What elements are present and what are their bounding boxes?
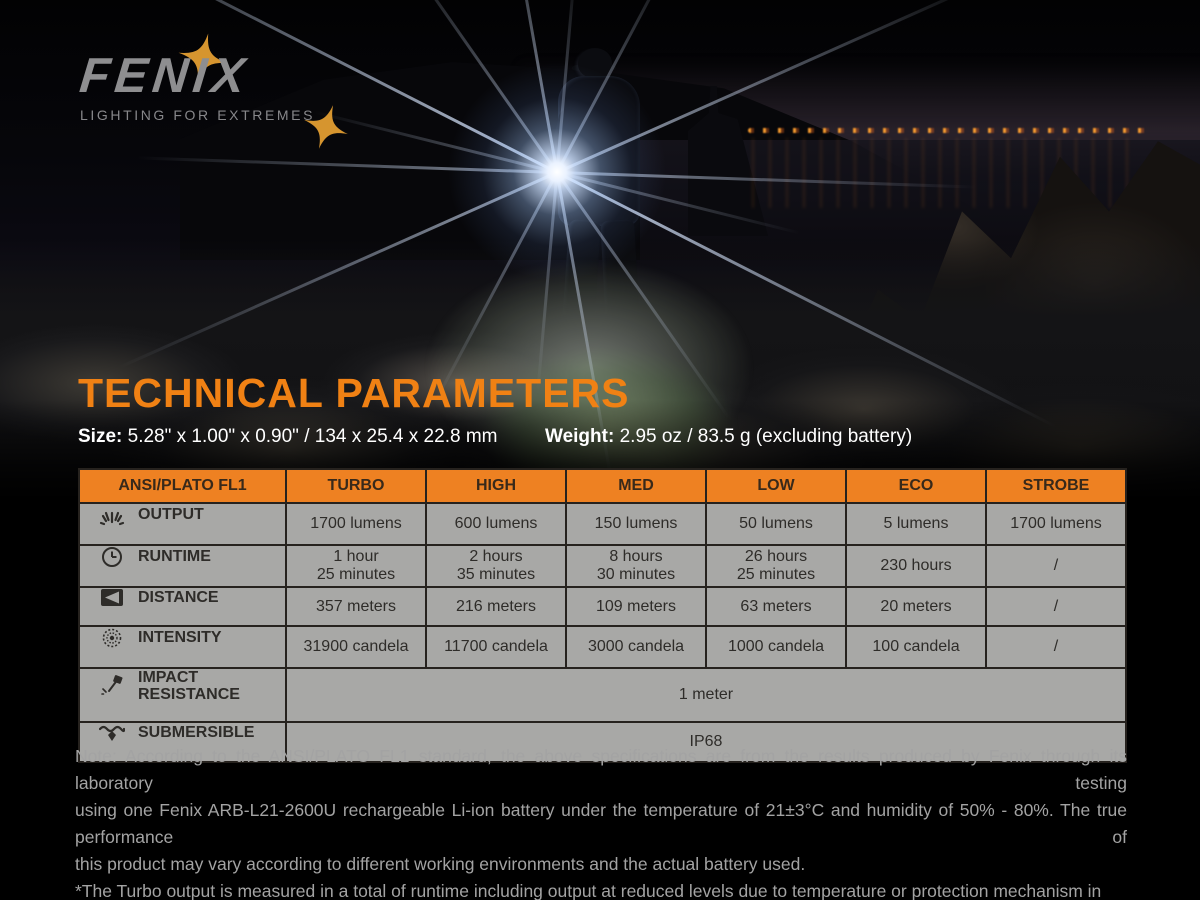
intensity-low: 1000 candela [705, 625, 847, 669]
weight-value: 2.95 oz / 83.5 g (excluding battery) [619, 426, 913, 447]
weight-label: Weight: [545, 426, 615, 447]
beam-distance-icon [98, 588, 126, 607]
distance-strobe: / [985, 586, 1127, 627]
table-row-output: OUTPUT 1700 lumens 600 lumens 150 lumens… [78, 502, 1127, 546]
header-strobe: STROBE [985, 468, 1127, 504]
runtime-eco: 230 hours [845, 544, 987, 588]
table-row-intensity: INTENSITY 31900 candela 11700 candela 30… [78, 625, 1127, 669]
output-turbo: 1700 lumens [285, 502, 427, 546]
footnote-line: Note: According to the ANSI/PLATO FL1 st… [75, 746, 1127, 793]
spec-table: ANSI/PLATO FL1 TURBO HIGH MED LOW ECO ST… [78, 468, 1127, 763]
fenix-logo: FENIX LIGHTING FOR EXTREMES [77, 49, 316, 123]
output-high: 600 lumens [425, 502, 567, 546]
footnote-line: *The Turbo output is measured in a total… [75, 881, 1102, 900]
runtime-turbo: 1 hour 25 minutes [285, 544, 427, 588]
runtime-low: 26 hours 25 minutes [705, 544, 847, 588]
row-label: IMPACT RESISTANCE [138, 669, 240, 703]
table-header-row: ANSI/PLATO FL1 TURBO HIGH MED LOW ECO ST… [78, 468, 1127, 504]
city-lights [748, 128, 1148, 133]
output-low: 50 lumens [705, 502, 847, 546]
weight-spec: Weight: 2.95 oz / 83.5 g (excluding batt… [545, 426, 912, 448]
header-med: MED [565, 468, 707, 504]
runtime-med: 8 hours 30 minutes [565, 544, 707, 588]
row-label: RUNTIME [138, 548, 211, 565]
distance-med: 109 meters [565, 586, 707, 627]
output-med: 150 lumens [565, 502, 707, 546]
intensity-turbo: 31900 candela [285, 625, 427, 669]
clock-icon [98, 546, 126, 568]
hero-photo [0, 0, 1200, 500]
footnote-line: using one Fenix ARB-L21-2600U rechargeab… [75, 800, 1127, 847]
footnote: Note: According to the ANSI/PLATO FL1 st… [75, 743, 1127, 900]
header-eco: ECO [845, 468, 987, 504]
row-label: DISTANCE [138, 588, 219, 606]
header-high: HIGH [425, 468, 567, 504]
distance-turbo: 357 meters [285, 586, 427, 627]
light-output-icon [98, 504, 126, 526]
output-strobe: 1700 lumens [985, 502, 1127, 546]
sparkle-icon [303, 104, 349, 150]
distance-eco: 20 meters [845, 586, 987, 627]
size-value: 5.28" x 1.00" x 0.90" / 134 x 25.4 x 22.… [127, 426, 498, 447]
row-label: OUTPUT [138, 506, 204, 523]
intensity-target-icon [98, 627, 126, 649]
output-eco: 5 lumens [845, 502, 987, 546]
table-row-submersible: SUBMERSIBLE IP68 [78, 721, 1127, 763]
header-ansi-plato: ANSI/PLATO FL1 [78, 468, 287, 504]
row-label: SUBMERSIBLE [138, 724, 255, 741]
distance-high: 216 meters [425, 586, 567, 627]
submersible-value: IP68 [285, 721, 1127, 763]
table-row-runtime: RUNTIME 1 hour 25 minutes 2 hours 35 min… [78, 544, 1127, 588]
footnote-line: this product may vary according to diffe… [75, 854, 806, 874]
size-spec: Size: 5.28" x 1.00" x 0.90" / 134 x 25.4… [78, 426, 497, 448]
header-turbo: TURBO [285, 468, 427, 504]
header-low: LOW [705, 468, 847, 504]
runtime-strobe: / [985, 544, 1127, 588]
intensity-med: 3000 candela [565, 625, 707, 669]
runtime-high: 2 hours 35 minutes [425, 544, 567, 588]
table-row-distance: DISTANCE 357 meters 216 meters 109 meter… [78, 586, 1127, 627]
row-label: INTENSITY [138, 629, 222, 646]
page-title: TECHNICAL PARAMETERS [78, 370, 630, 416]
distance-low: 63 meters [705, 586, 847, 627]
impact-hammer-icon [98, 675, 126, 697]
table-row-impact: IMPACT RESISTANCE 1 meter [78, 667, 1127, 723]
submersible-water-icon [98, 723, 126, 743]
impact-resistance-value: 1 meter [285, 667, 1127, 723]
intensity-high: 11700 candela [425, 625, 567, 669]
brand-name: FENIX [77, 49, 253, 103]
intensity-strobe: / [985, 625, 1127, 669]
size-label: Size: [78, 426, 123, 447]
intensity-eco: 100 candela [845, 625, 987, 669]
sparkle-icon [178, 33, 228, 83]
brand-tagline: LIGHTING FOR EXTREMES [80, 107, 316, 123]
